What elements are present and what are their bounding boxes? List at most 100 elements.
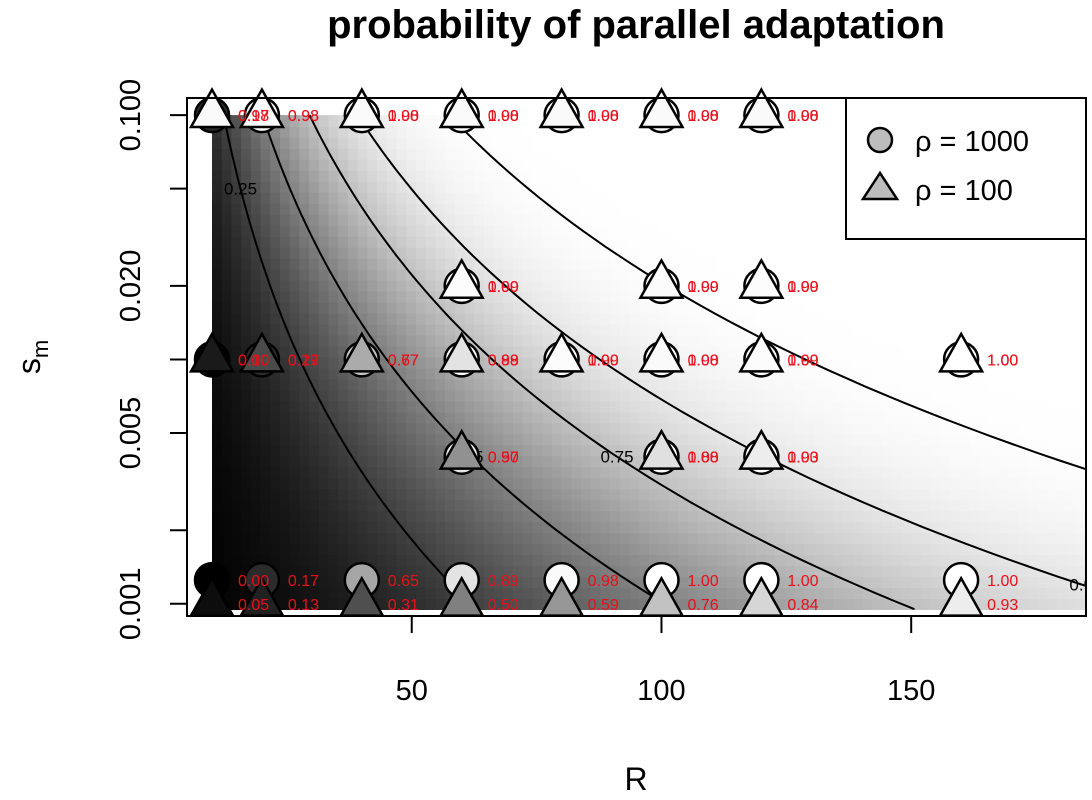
heatmap-cell [862, 488, 874, 501]
heatmap-cell [1076, 433, 1086, 446]
circle-value-label: 1.00 [688, 450, 719, 467]
heatmap-cell [513, 565, 524, 578]
heatmap-cell [969, 411, 980, 424]
heatmap-cell [581, 532, 592, 545]
heatmap-cell [979, 598, 990, 610]
heatmap-cell [1018, 290, 1029, 303]
heatmap-cell [901, 356, 912, 369]
heatmap-cell [347, 170, 359, 182]
heatmap-cell [726, 477, 738, 490]
heatmap-cell [280, 312, 291, 325]
heatmap-cell [415, 521, 427, 534]
heatmap-cell [979, 510, 990, 523]
heatmap-cell [309, 598, 320, 610]
heatmap-cell [415, 235, 427, 248]
heatmap-cell [629, 137, 641, 149]
heatmap-cell [707, 378, 718, 391]
heatmap-cell [736, 246, 747, 259]
heatmap-cell [988, 433, 1000, 446]
heatmap-cell [435, 510, 446, 523]
heatmap-cell [862, 356, 874, 369]
heatmap-cell [454, 170, 466, 182]
heatmap-cell [425, 126, 437, 138]
heatmap-cell [668, 257, 679, 270]
heatmap-cell [678, 389, 689, 402]
heatmap-cell [823, 499, 835, 512]
heatmap-cell [911, 444, 922, 457]
heatmap-cell [260, 378, 271, 391]
heatmap-cell [318, 367, 330, 380]
heatmap-cell [804, 543, 815, 556]
heatmap-cell [979, 279, 990, 292]
heatmap-cell [1037, 235, 1048, 248]
heatmap-cell [493, 411, 505, 424]
heatmap-cell [454, 312, 466, 325]
heatmap-cell [775, 576, 786, 589]
heatmap-cell [872, 521, 883, 534]
heatmap-cell [212, 455, 223, 468]
heatmap-cell [231, 477, 242, 490]
heatmap-cell [522, 565, 534, 578]
heatmap-cell [338, 455, 349, 468]
heatmap-cell [717, 235, 728, 248]
heatmap-cell [1066, 565, 1078, 578]
heatmap-cell [221, 181, 233, 193]
triangle-value-label: 0.98 [588, 108, 619, 125]
heatmap-cell [513, 422, 524, 435]
heatmap-cell [522, 312, 534, 325]
heatmap-cell [396, 279, 407, 292]
heatmap-cell [328, 565, 339, 578]
heatmap-cell [212, 181, 223, 193]
heatmap-cell [493, 235, 505, 248]
heatmap-cell [988, 510, 1000, 523]
heatmap-cell [270, 279, 281, 292]
heatmap-cell [289, 268, 301, 281]
heatmap-cell [1018, 279, 1029, 292]
heatmap-cell [1076, 543, 1086, 556]
heatmap-cell [289, 400, 301, 413]
heatmap-cell [289, 543, 301, 556]
heatmap-cell [833, 422, 844, 435]
heatmap-cell [707, 411, 718, 424]
heatmap-cell [435, 554, 446, 567]
heatmap-cell [299, 587, 310, 600]
heatmap-cell [503, 587, 514, 600]
heatmap-cell [1027, 411, 1039, 424]
heatmap-cell [639, 587, 650, 600]
heatmap-cell [309, 400, 320, 413]
circle-value-label: 1.00 [787, 108, 818, 125]
heatmap-cell [833, 356, 844, 369]
heatmap-cell [911, 455, 922, 468]
heatmap-cell [309, 137, 320, 149]
heatmap-cell [590, 170, 602, 182]
heatmap-cell [930, 378, 942, 391]
heatmap-cell [551, 257, 563, 270]
heatmap-cell [581, 137, 592, 149]
heatmap-cell [338, 356, 349, 369]
heatmap-cell [872, 268, 883, 281]
heatmap-cell [338, 312, 349, 325]
heatmap-cell [328, 389, 339, 402]
heatmap-cell [513, 444, 524, 457]
heatmap-cell [707, 345, 718, 358]
heatmap-cell [561, 268, 573, 281]
heatmap-cell [658, 323, 670, 336]
heatmap-cell [280, 301, 291, 314]
heatmap-cell [328, 422, 339, 435]
heatmap-cell [289, 334, 301, 347]
heatmap-cell [717, 356, 728, 369]
heatmap-cell [357, 554, 369, 567]
heatmap-cell [629, 345, 641, 358]
heatmap-cell [425, 433, 437, 446]
heatmap-cell [600, 268, 611, 281]
heatmap-cell [299, 565, 310, 578]
heatmap-cell [882, 576, 893, 589]
heatmap-cell [833, 565, 844, 578]
heatmap-cell [581, 587, 592, 600]
heatmap-cell [406, 554, 417, 567]
heatmap-cell [765, 312, 776, 325]
heatmap-cell [940, 389, 951, 402]
heatmap-cell [445, 235, 456, 248]
heatmap-cell [862, 422, 874, 435]
heatmap-cell [396, 192, 407, 204]
